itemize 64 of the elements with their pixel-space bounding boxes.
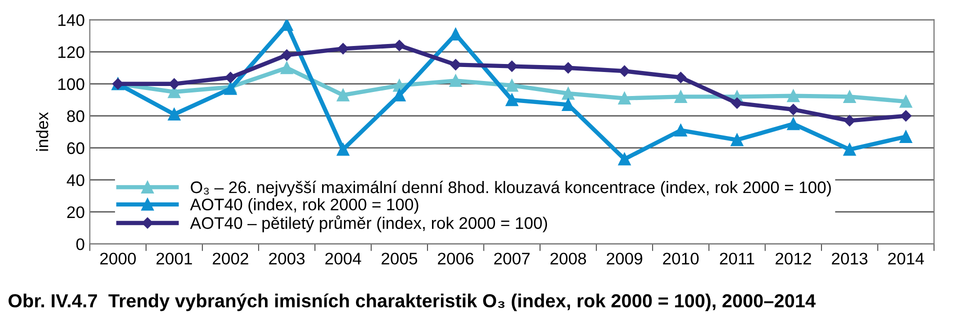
point: [618, 65, 630, 77]
y-tick-label: 80: [67, 110, 84, 122]
x-tick-label: 2001: [156, 252, 192, 265]
point: [900, 95, 912, 108]
x-tick-label: 2000: [100, 252, 136, 265]
point: [675, 72, 686, 84]
x-tick-label: 2004: [325, 252, 362, 265]
point: [844, 115, 856, 126]
point: [562, 62, 574, 74]
point: [787, 90, 800, 102]
point: [450, 59, 462, 70]
y-tick-label: 60: [67, 142, 84, 154]
point: [843, 90, 856, 103]
y-tick-label: 100: [58, 78, 84, 90]
point: [900, 110, 912, 122]
legend-label: O₃ – 26. nejvyšší maximální denní 8hod. klouzavá koncentrace (index, rok 2000 = 100): [190, 180, 831, 197]
point: [843, 143, 856, 156]
y-axis-title: index: [36, 112, 48, 151]
point: [674, 90, 688, 103]
point: [562, 87, 574, 100]
x-tick-label: 2007: [494, 252, 530, 265]
y-tick-label: 0: [76, 238, 84, 250]
point: [336, 143, 350, 156]
x-tick-label: 2005: [382, 252, 418, 265]
y-tick-label: 120: [58, 46, 84, 58]
point: [394, 40, 405, 52]
point: [280, 20, 294, 31]
point: [224, 72, 236, 84]
point: [731, 97, 743, 109]
point: [562, 98, 574, 111]
point: [168, 78, 180, 90]
point: [336, 88, 350, 102]
point: [280, 62, 294, 74]
x-tick-label: 2014: [888, 252, 924, 265]
x-tick-label: 2010: [663, 252, 699, 265]
point: [168, 108, 180, 121]
point: [224, 82, 237, 95]
point: [787, 118, 800, 130]
x-tick-label: 2009: [606, 252, 642, 265]
y-tick-label: 20: [67, 206, 84, 218]
x-tick-label: 2012: [776, 252, 812, 265]
point: [618, 92, 631, 105]
text: Obr. IV.4.7 Trendy vybraných imisních charakteristik O₃ (index, rok 2000 = 100), 2000–2014: [8, 293, 816, 312]
x-tick-label: 2002: [212, 252, 248, 265]
point: [281, 49, 292, 61]
point: [788, 104, 799, 116]
point: [393, 88, 406, 102]
y-tick-label: 40: [66, 174, 84, 186]
legend-label: AOT40 – pětiletý průměr (index, rok 2000 = 100): [190, 215, 548, 232]
point: [618, 152, 631, 166]
x-tick-label: 2013: [832, 252, 868, 265]
point: [506, 79, 518, 92]
y-tick-label: 140: [58, 14, 84, 26]
point: [506, 94, 518, 106]
x-tick-label: 2003: [269, 252, 305, 265]
point: [900, 130, 912, 143]
point: [449, 74, 462, 87]
point: [674, 124, 688, 137]
legend-label: AOT40 (index, rok 2000 = 100): [190, 198, 418, 214]
point: [449, 28, 462, 41]
x-tick-label: 2011: [720, 252, 754, 265]
point: [730, 134, 744, 146]
x-tick-label: 2008: [550, 252, 586, 265]
x-tick-label: 2006: [438, 252, 474, 265]
